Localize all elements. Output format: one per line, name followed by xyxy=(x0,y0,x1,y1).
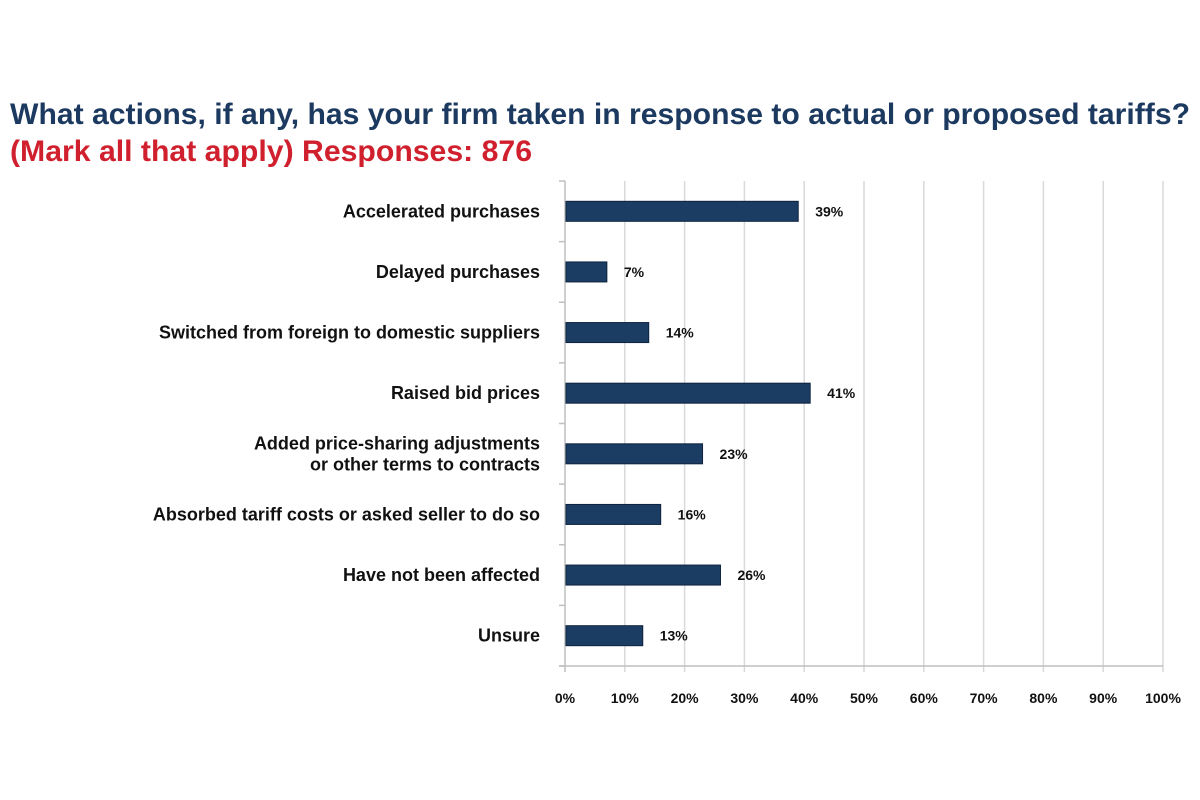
x-tick-label: 40% xyxy=(790,690,819,706)
bar xyxy=(565,564,721,586)
chart-title: What actions, if any, has your firm take… xyxy=(10,98,1190,131)
bar xyxy=(565,200,799,222)
x-tick-label: 30% xyxy=(730,690,759,706)
x-tick-label: 70% xyxy=(970,690,999,706)
data-label: 23% xyxy=(720,446,749,462)
x-tick-label: 10% xyxy=(611,690,640,706)
bar xyxy=(565,443,704,465)
data-label: 7% xyxy=(624,264,645,280)
category-label: Switched from foreign to domestic suppli… xyxy=(159,323,540,343)
category-label: or other terms to contracts xyxy=(310,454,540,474)
bar xyxy=(565,503,662,525)
category-label: Accelerated purchases xyxy=(343,201,540,221)
chart-subtitle: (Mark all that apply) Responses: 876 xyxy=(10,135,532,168)
category-label: Delayed purchases xyxy=(376,262,540,282)
bar xyxy=(565,625,644,647)
category-label: Absorbed tariff costs or asked seller to… xyxy=(153,504,540,524)
data-label: 26% xyxy=(737,567,766,583)
data-label: 16% xyxy=(678,506,707,522)
category-label: Raised bid prices xyxy=(391,383,540,403)
x-tick-label: 0% xyxy=(555,690,576,706)
category-label: Added price-sharing adjustments xyxy=(254,433,540,453)
bar xyxy=(565,322,650,344)
x-tick-label: 20% xyxy=(671,690,700,706)
x-tick-label: 100% xyxy=(1145,690,1181,706)
plot-area: 0% 10% 20% 30% 40% 50% 60% 70% 80% 90% 100% 39% Acce… xyxy=(153,180,1181,706)
x-tick-label: 60% xyxy=(910,690,939,706)
category-label: Unsure xyxy=(478,626,540,646)
category-label: Have not been affected xyxy=(343,565,540,585)
x-tick-label: 90% xyxy=(1089,690,1118,706)
bar xyxy=(565,261,608,283)
x-tick-label: 50% xyxy=(850,690,879,706)
data-label: 39% xyxy=(815,203,844,219)
data-label: 41% xyxy=(827,385,856,401)
data-label: 13% xyxy=(660,628,689,644)
x-tick-label: 80% xyxy=(1029,690,1058,706)
data-label: 14% xyxy=(666,325,695,341)
bar xyxy=(565,382,811,404)
